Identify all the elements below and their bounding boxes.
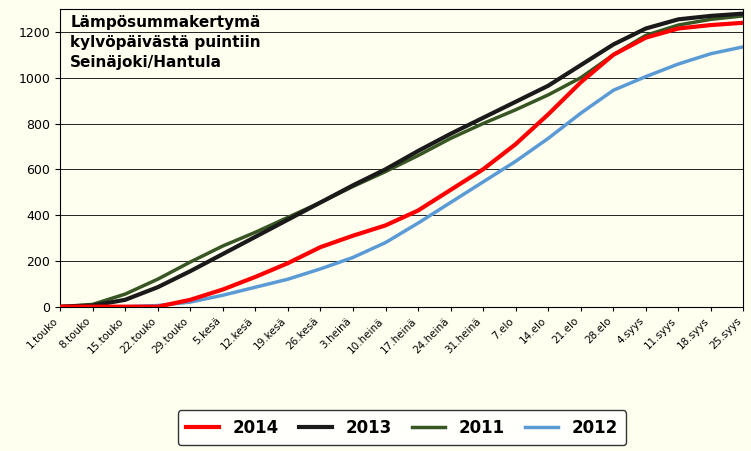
2012: [674, 61, 683, 67]
2012: [56, 304, 65, 309]
Line: 2014: 2014: [60, 23, 743, 307]
2011: [707, 17, 716, 22]
2013: [219, 251, 228, 257]
2012: [511, 159, 520, 164]
Line: 2012: 2012: [60, 47, 743, 307]
2011: [251, 230, 260, 235]
2013: [641, 26, 650, 31]
2012: [544, 136, 553, 141]
2012: [316, 266, 325, 272]
2013: [478, 115, 487, 120]
2013: [544, 83, 553, 88]
2012: [478, 179, 487, 184]
2012: [641, 74, 650, 79]
2014: [283, 261, 292, 266]
Line: 2011: 2011: [60, 16, 743, 307]
2014: [414, 208, 423, 213]
2011: [609, 52, 618, 58]
2012: [576, 110, 585, 116]
2011: [381, 169, 390, 174]
2013: [576, 62, 585, 68]
Line: 2013: 2013: [60, 14, 743, 307]
2014: [478, 166, 487, 172]
2013: [609, 42, 618, 47]
2011: [478, 121, 487, 126]
2011: [739, 13, 748, 18]
Legend: 2014, 2013, 2011, 2012: 2014, 2013, 2011, 2012: [178, 410, 626, 445]
2014: [219, 287, 228, 292]
2014: [609, 52, 618, 58]
2011: [56, 304, 65, 309]
2011: [283, 215, 292, 220]
2014: [56, 304, 65, 309]
2012: [414, 221, 423, 226]
2011: [446, 136, 455, 141]
2012: [348, 255, 357, 260]
2013: [316, 200, 325, 205]
2014: [739, 20, 748, 25]
2014: [576, 79, 585, 85]
2013: [283, 217, 292, 222]
2013: [414, 148, 423, 154]
2012: [185, 299, 195, 305]
2014: [88, 304, 97, 309]
2014: [185, 297, 195, 303]
2011: [316, 200, 325, 205]
2012: [219, 293, 228, 298]
2013: [185, 268, 195, 274]
2011: [544, 92, 553, 97]
2013: [446, 131, 455, 137]
2013: [348, 183, 357, 188]
2012: [153, 303, 162, 308]
2012: [707, 51, 716, 56]
2014: [707, 23, 716, 28]
2014: [381, 223, 390, 228]
2014: [153, 304, 162, 309]
2014: [446, 187, 455, 193]
2012: [446, 200, 455, 205]
2014: [316, 244, 325, 250]
2014: [674, 26, 683, 31]
2012: [121, 304, 130, 309]
2013: [56, 304, 65, 309]
2011: [511, 107, 520, 112]
2011: [348, 184, 357, 189]
2012: [739, 44, 748, 50]
2014: [121, 304, 130, 309]
2013: [381, 166, 390, 172]
2011: [88, 302, 97, 307]
2014: [511, 142, 520, 147]
2014: [348, 233, 357, 239]
2013: [121, 297, 130, 303]
2012: [251, 285, 260, 290]
2013: [674, 17, 683, 22]
2013: [739, 11, 748, 16]
2011: [576, 75, 585, 80]
2014: [251, 274, 260, 280]
2011: [121, 291, 130, 297]
2014: [544, 112, 553, 117]
2012: [609, 87, 618, 93]
2011: [674, 23, 683, 28]
2013: [153, 285, 162, 290]
2013: [707, 13, 716, 18]
2011: [414, 153, 423, 158]
2011: [641, 32, 650, 38]
2012: [88, 304, 97, 309]
2014: [641, 35, 650, 40]
2013: [88, 303, 97, 308]
Text: Lämpösummakertymä
kylvöpäivästä puintiin
Seinäjoki/Hantula: Lämpösummakertymä kylvöpäivästä puintiin…: [71, 15, 261, 69]
2012: [283, 276, 292, 282]
2012: [381, 240, 390, 245]
2013: [251, 234, 260, 239]
2011: [185, 259, 195, 265]
2011: [153, 276, 162, 282]
2011: [219, 243, 228, 249]
2013: [511, 99, 520, 105]
